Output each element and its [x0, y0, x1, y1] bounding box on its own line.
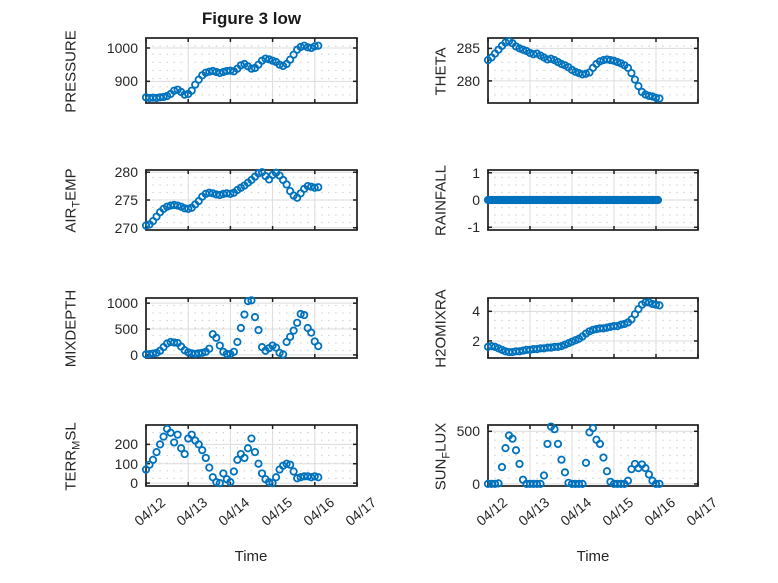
sunflux-y-tick-label: 0 [472, 475, 480, 492]
terrmsl-y-tick-label: 0 [130, 475, 138, 492]
sunflux-y-tick-label: 500 [456, 423, 480, 440]
x-axis-label-left: Time [234, 548, 268, 565]
h2omixra-y-tick-label: 4 [472, 303, 480, 320]
pressure-plot-canvas [130, 22, 373, 119]
sunflux-y-axis-label: SUNFLUX [432, 422, 453, 490]
h2omixra-y-tick-label: 2 [472, 332, 480, 349]
airtemp-y-tick-label: 280 [114, 164, 138, 181]
theta-y-tick-label: 280 [456, 72, 480, 89]
rainfall-plot-canvas [472, 154, 714, 246]
subplot-air-temp: 270 275 280 AIRTEMP [63, 154, 373, 246]
theta-plot-canvas [472, 22, 714, 119]
mixdepth-y-tick-label: 0 [130, 346, 138, 363]
airtemp-y-tick-label: 270 [114, 219, 138, 236]
terrmsl-y-axis-label: TERRMSL [62, 421, 83, 491]
mixdepth-y-tick-label: 1000 [106, 295, 138, 312]
sunflux-plot-canvas [472, 409, 714, 502]
subplot-mixdepth: 0 500 1000 MIXDEPTH [63, 282, 373, 374]
terrmsl-y-tick-label: 200 [114, 436, 138, 453]
airtemp-y-tick-label: 275 [114, 192, 138, 208]
rainfall-y-tick-label: 1 [472, 164, 480, 181]
pressure-y-tick-label: 900 [114, 73, 138, 90]
h2omixra-plot-canvas [472, 282, 714, 374]
terrmsl-plot-canvas [130, 409, 373, 502]
x-axis-label-right: Time [576, 548, 610, 565]
subplot-theta: 280 285 THETA [433, 22, 714, 119]
mixdepth-plot-canvas [130, 282, 373, 374]
airtemp-plot-canvas [130, 154, 373, 246]
terrmsl-y-tick-label: 100 [114, 455, 138, 472]
theta-y-tick-label: 285 [456, 40, 480, 57]
rainfall-y-tick-label: 0 [472, 192, 480, 208]
pressure-y-tick-label: 1000 [106, 40, 138, 56]
mixdepth-y-tick-label: 500 [114, 321, 138, 338]
rainfall-y-tick-label: -1 [467, 219, 480, 236]
subplot-pressure: 900 1000 PRESSURE [63, 22, 373, 119]
subplot-terr-msl: 0 100 200 04/12 04/13 04/14 04/15 04/16 04/17 TER… [63, 409, 379, 529]
subplot-sun-flux: 0 500 04/12 04/13 04/14 04/15 04/16 04/17 SUNFLU… [433, 409, 720, 529]
subplot-h2omixra: 2 4 H2OMIXRA [433, 282, 714, 374]
subplot-rainfall: -1 0 1 RAINFALL [433, 154, 714, 246]
